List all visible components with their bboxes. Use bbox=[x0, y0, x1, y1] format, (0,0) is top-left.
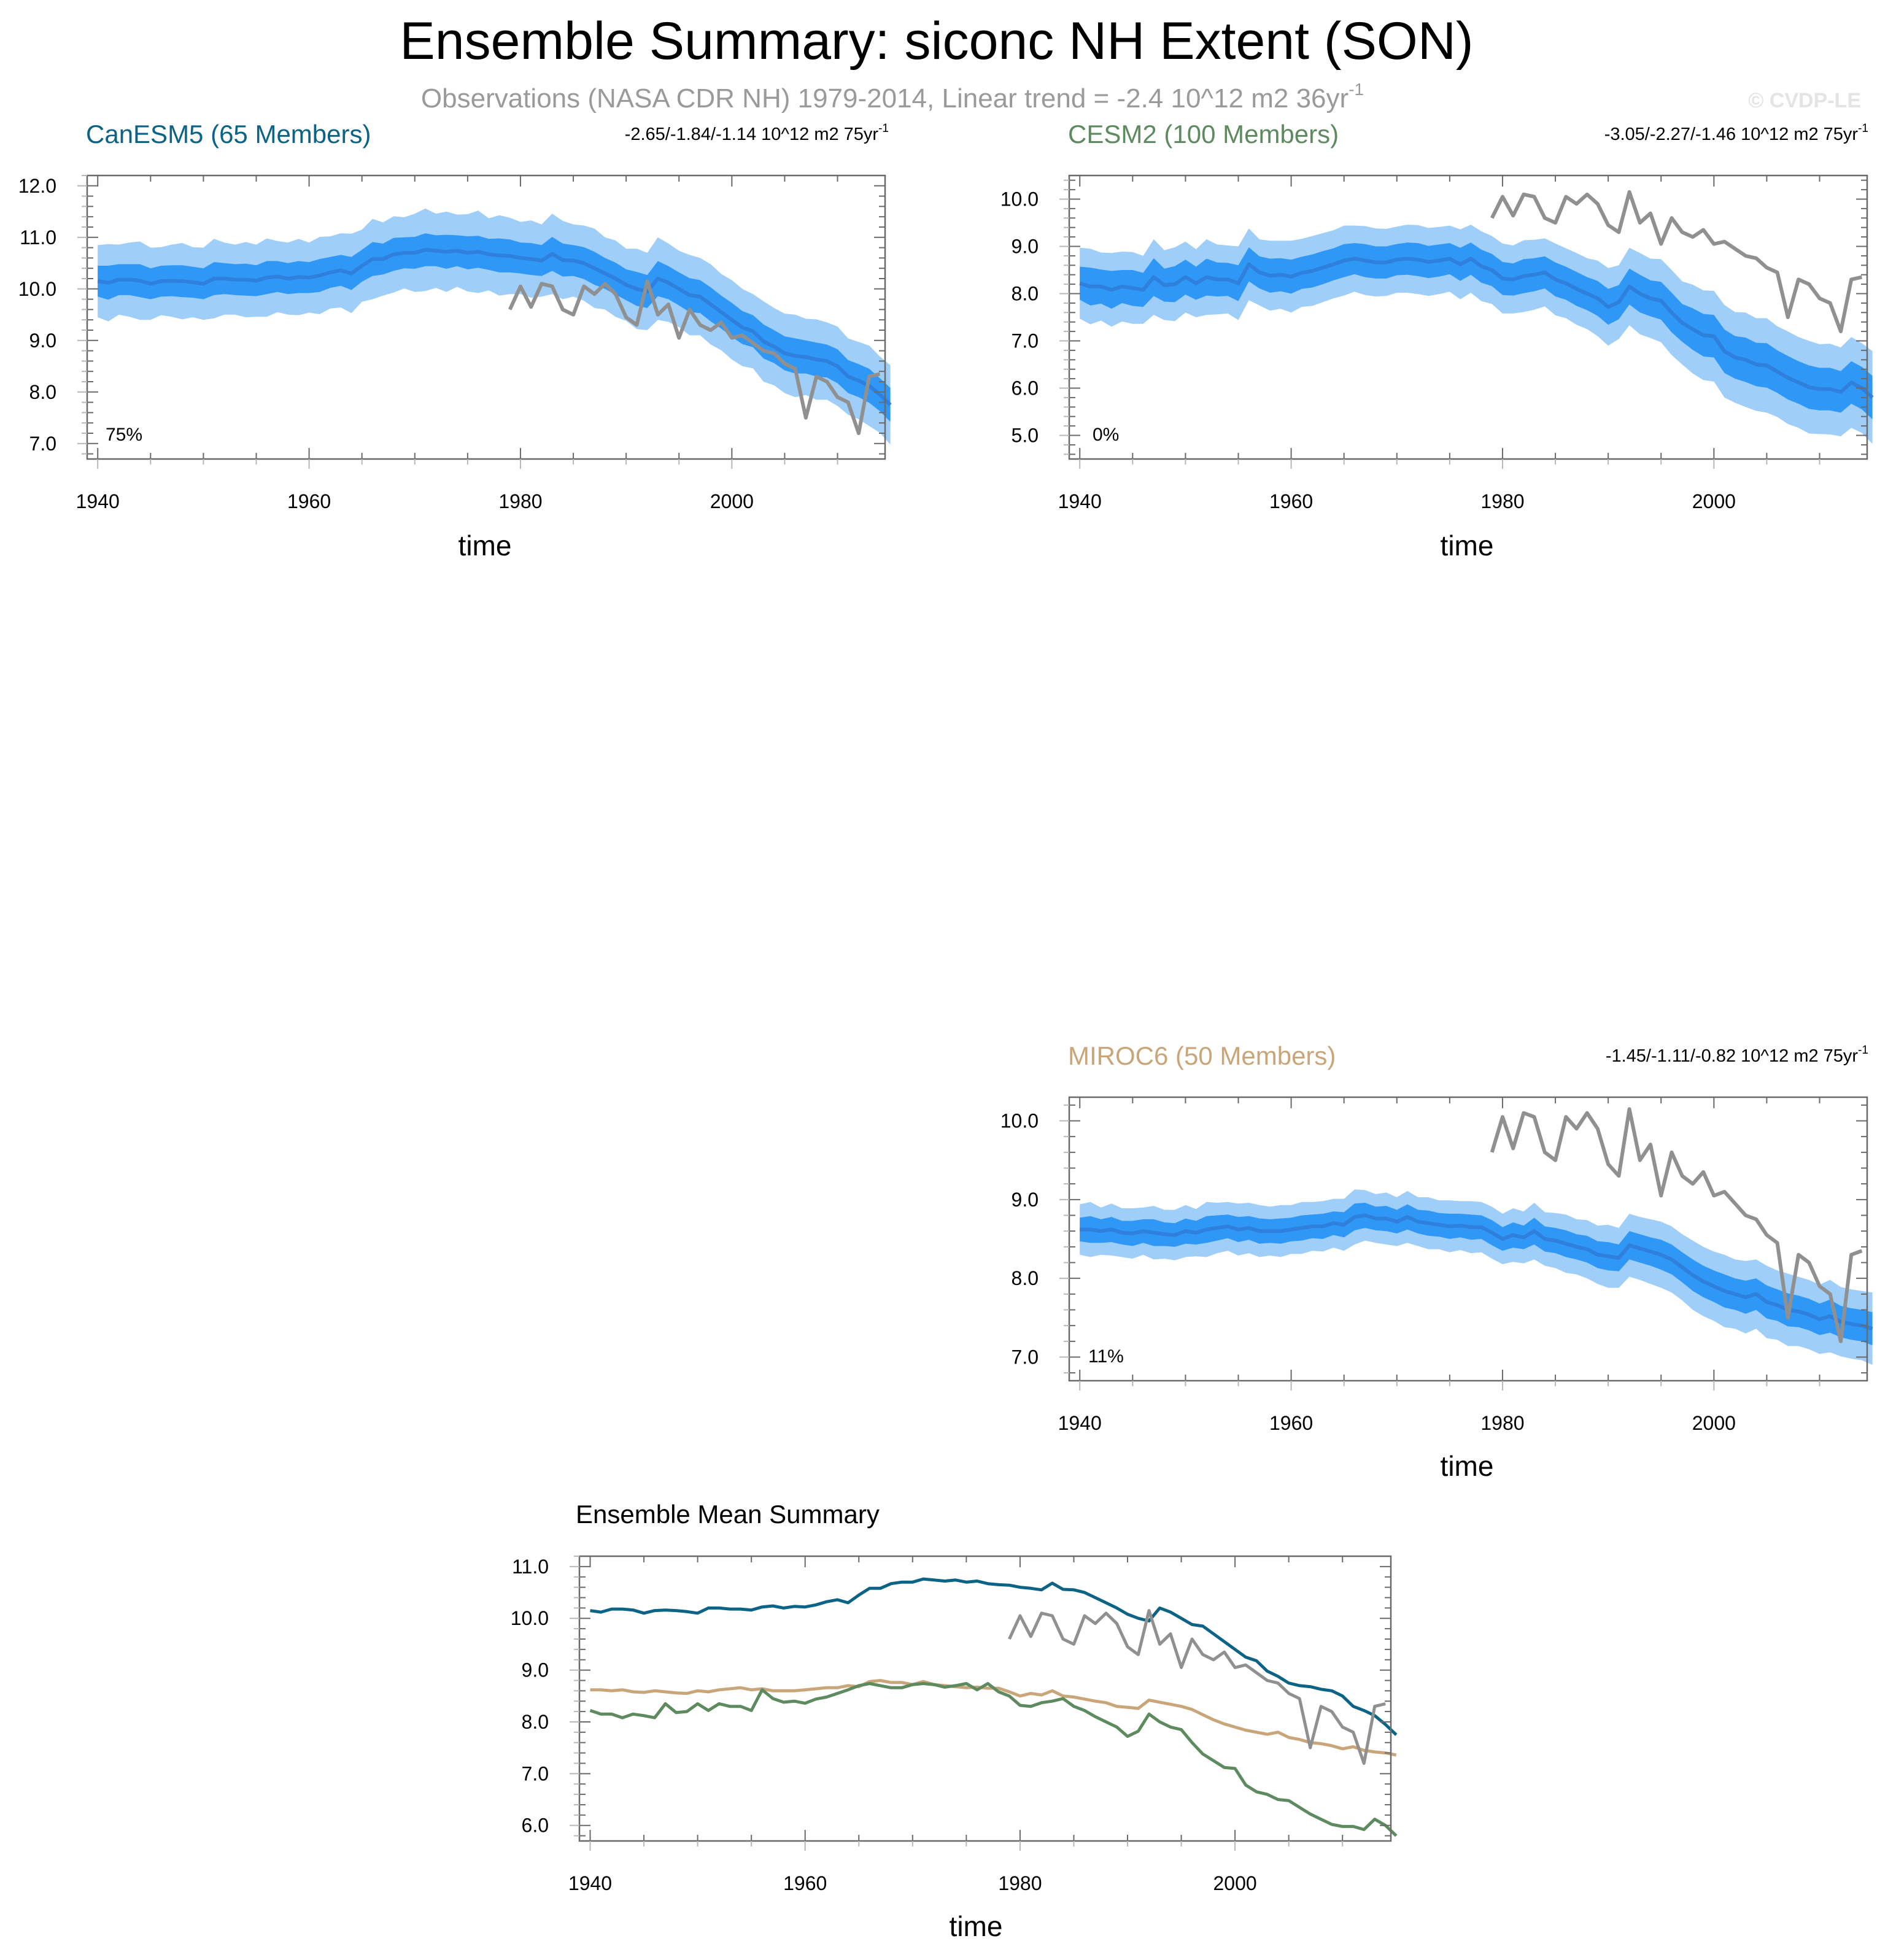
panel-summary: Ensemble Mean Summary 6.0 7.0 8.0 9.0 10.0 11… bbox=[511, 1500, 1398, 1942]
summary-ytick-label: 9.0 bbox=[522, 1659, 549, 1681]
panel-canesm5-title: CanESM5 (65 Members) bbox=[86, 120, 371, 149]
panel-canesm5-xlabel: time bbox=[459, 530, 512, 561]
panel-miroc6-trend-text: -1.45/-1.11/-0.82 10^12 m2 75yr bbox=[1606, 1046, 1859, 1066]
canesm5-ytick-label: 11.0 bbox=[20, 226, 56, 249]
summary-ytick-label: 11.0 bbox=[512, 1556, 549, 1578]
cesm2-ytick-label: 8.0 bbox=[1012, 283, 1039, 305]
cesm2-frame bbox=[1068, 174, 1868, 460]
panel-cesm2: CESM2 (100 Members) -3.05/-2.27/-1.46 10… bbox=[1000, 120, 1874, 561]
panel-cesm2-percent: 0% bbox=[1093, 425, 1119, 445]
summary-observations-line bbox=[1008, 1609, 1386, 1765]
summary-xtick-label: 1980 bbox=[998, 1872, 1042, 1894]
canesm5-observations-line bbox=[508, 279, 881, 435]
miroc6-ensemble-mean-line bbox=[1080, 1213, 1873, 1331]
miroc6-frame bbox=[1068, 1096, 1868, 1382]
summary-xtick-label: 1940 bbox=[568, 1872, 612, 1894]
panel-summary-xlabel: time bbox=[950, 1910, 1003, 1942]
panel-canesm5-trend-exponent: -1 bbox=[878, 122, 889, 135]
canesm5-ytick-label: 8.0 bbox=[29, 381, 56, 403]
canesm5-ytick-label: 12.0 bbox=[18, 175, 56, 197]
summary-xtick-label: 1960 bbox=[783, 1872, 827, 1894]
panel-canesm5-trend-text: -2.65/-1.84/-1.14 10^12 m2 75yr bbox=[625, 125, 879, 144]
summary-canesm5-line bbox=[590, 1577, 1398, 1736]
cesm2-ensemble-mean-line bbox=[1079, 257, 1874, 399]
cesm2-ytick-label: 10.0 bbox=[1000, 188, 1039, 210]
summary-xtick-label: 2000 bbox=[1213, 1872, 1257, 1894]
miroc6-ytick-label: 7.0 bbox=[1012, 1346, 1039, 1368]
canesm5-frame bbox=[86, 174, 886, 460]
miroc6-xtick-label: 1960 bbox=[1269, 1412, 1313, 1434]
cesm2-xtick-label: 1940 bbox=[1058, 490, 1102, 512]
panel-cesm2-trend-exponent: -1 bbox=[1858, 122, 1868, 135]
canesm5-xtick-label: 1960 bbox=[287, 490, 331, 512]
miroc6-inner-spread-band bbox=[1080, 1203, 1873, 1346]
miroc6-xtick-label: 1980 bbox=[1480, 1412, 1524, 1434]
panel-canesm5-trend: -2.65/-1.84/-1.14 10^12 m2 75yr-1 bbox=[625, 122, 889, 144]
cesm2-ytick-label: 7.0 bbox=[1012, 330, 1039, 352]
figure-subtitle-text: Observations (NASA CDR NH) 1979-2014, Li… bbox=[421, 83, 1348, 114]
cesm2-ytick-label: 5.0 bbox=[1012, 425, 1039, 447]
canesm5-xtick-label: 1940 bbox=[76, 490, 120, 512]
miroc6-ytick-label: 10.0 bbox=[1000, 1110, 1039, 1132]
cesm2-ytick-label: 9.0 bbox=[1012, 236, 1039, 258]
panel-summary-title: Ensemble Mean Summary bbox=[576, 1500, 880, 1529]
panel-miroc6-xlabel: time bbox=[1441, 1450, 1494, 1482]
panel-cesm2-trend-text: -3.05/-2.27/-1.46 10^12 m2 75yr bbox=[1604, 125, 1859, 144]
miroc6-xtick-label: 1940 bbox=[1058, 1412, 1102, 1434]
cesm2-observations-line bbox=[1490, 190, 1863, 334]
plot-summary: 6.0 7.0 8.0 9.0 10.0 11.0 1940 1960 1980 2000 bbox=[511, 1555, 1398, 1894]
figure-subtitle-exponent: -1 bbox=[1348, 80, 1364, 99]
plot-cesm2: 5.0 6.0 7.0 8.0 9.0 10.0 1940 1960 1980 2000 bbox=[1000, 174, 1874, 512]
cesm2-xtick-label: 2000 bbox=[1692, 490, 1736, 512]
panel-miroc6-trend: -1.45/-1.11/-0.82 10^12 m2 75yr-1 bbox=[1606, 1044, 1868, 1066]
panel-cesm2-xlabel: time bbox=[1441, 530, 1494, 561]
canesm5-inner-spread-band bbox=[98, 233, 891, 422]
cesm2-ytick-label: 6.0 bbox=[1012, 377, 1039, 399]
plot-canesm5: 7.0 8.0 9.0 10.0 11.0 12.0 1940 1960 1980 2000 bbox=[18, 174, 892, 512]
miroc6-ytick-label: 8.0 bbox=[1012, 1267, 1039, 1289]
miroc6-ytick-label: 9.0 bbox=[1012, 1189, 1039, 1211]
miroc6-xtick-label: 2000 bbox=[1692, 1412, 1736, 1434]
summary-ytick-label: 7.0 bbox=[522, 1762, 549, 1784]
canesm5-xtick-label: 2000 bbox=[710, 490, 754, 512]
plot-miroc6: 7.0 8.0 9.0 10.0 1940 1960 1980 2000 bbox=[1000, 1096, 1873, 1434]
cesm2-inner-spread-band bbox=[1080, 242, 1873, 420]
panel-miroc6-title: MIROC6 (50 Members) bbox=[1068, 1041, 1336, 1070]
panel-cesm2-trend: -3.05/-2.27/-1.46 10^12 m2 75yr-1 bbox=[1604, 122, 1868, 144]
copyright-label: © CVDP-LE bbox=[1748, 89, 1861, 112]
figure-subtitle: Observations (NASA CDR NH) 1979-2014, Li… bbox=[421, 80, 1364, 114]
summary-ytick-label: 8.0 bbox=[522, 1711, 549, 1733]
canesm5-ensemble-mean-line bbox=[97, 248, 892, 406]
panel-canesm5: CanESM5 (65 Members) -2.65/-1.84/-1.14 1… bbox=[18, 120, 892, 561]
summary-ytick-label: 6.0 bbox=[522, 1815, 549, 1837]
panel-miroc6-percent: 11% bbox=[1088, 1346, 1124, 1367]
panel-cesm2-title: CESM2 (100 Members) bbox=[1068, 120, 1339, 149]
summary-cesm2-line bbox=[589, 1682, 1398, 1837]
panel-canesm5-percent: 75% bbox=[106, 425, 142, 445]
cesm2-xtick-label: 1960 bbox=[1269, 490, 1313, 512]
panel-miroc6-trend-exponent: -1 bbox=[1858, 1044, 1868, 1057]
canesm5-xtick-label: 1980 bbox=[498, 490, 542, 512]
summary-frame bbox=[578, 1555, 1392, 1842]
miroc6-observations-line bbox=[1490, 1107, 1863, 1343]
figure-title: Ensemble Summary: siconc NH Extent (SON) bbox=[400, 12, 1473, 71]
panel-miroc6: MIROC6 (50 Members) -1.45/-1.11/-0.82 10… bbox=[1000, 1041, 1873, 1482]
canesm5-ytick-label: 7.0 bbox=[29, 433, 56, 455]
canesm5-ytick-label: 9.0 bbox=[29, 330, 56, 352]
summary-ytick-label: 10.0 bbox=[511, 1607, 549, 1629]
canesm5-ytick-label: 10.0 bbox=[18, 278, 56, 300]
cesm2-xtick-label: 1980 bbox=[1480, 490, 1524, 512]
